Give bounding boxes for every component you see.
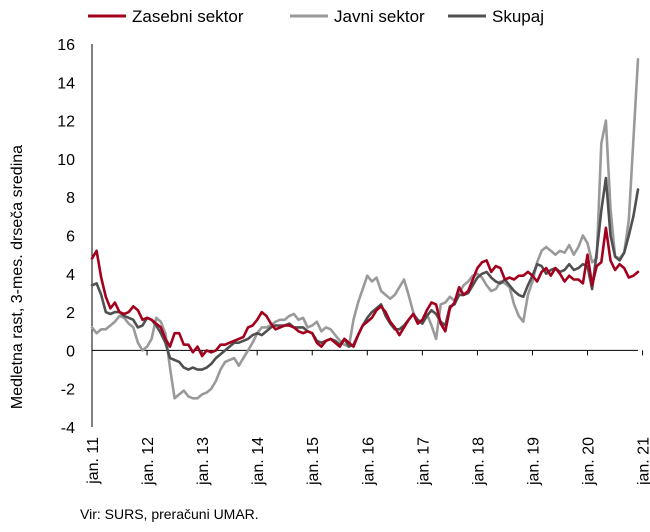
y-tick-label: -4 bbox=[61, 420, 75, 437]
axes bbox=[91, 44, 638, 427]
y-tick-label: 2 bbox=[66, 305, 75, 322]
x-tick-label: jan. 19 bbox=[525, 437, 542, 486]
y-tick-label: 16 bbox=[57, 37, 75, 54]
x-tick-label: jan. 14 bbox=[250, 437, 267, 486]
y-tick-label: 14 bbox=[57, 75, 75, 92]
y-tick-label: 4 bbox=[66, 267, 75, 284]
series-line-0 bbox=[90, 226, 640, 358]
y-axis-ticks: -4 -2 0 2 4 6 8 10 12 14 16 bbox=[57, 37, 75, 437]
x-tick-label: jan. 20 bbox=[581, 437, 598, 486]
y-tick-label: 6 bbox=[66, 229, 75, 246]
x-tick-label: jan. 11 bbox=[85, 437, 102, 485]
y-tick-label: 0 bbox=[66, 343, 75, 360]
series-line-1 bbox=[90, 57, 640, 400]
legend-label: Zasebni sektor bbox=[132, 7, 244, 26]
legend-label: Skupaj bbox=[492, 7, 544, 26]
x-tick-label: jan. 21 bbox=[636, 437, 650, 486]
legend-label: Javni sektor bbox=[334, 7, 425, 26]
x-axis-ticks: jan. 11 jan. 12 jan. 13 jan. 14 jan. 15 jan. … bbox=[85, 350, 650, 486]
y-axis-title: Medletna rast, 3-mes. drseča sredina bbox=[9, 145, 26, 409]
y-tick-label: 10 bbox=[57, 152, 75, 169]
x-tick-label: jan. 12 bbox=[140, 437, 157, 486]
x-tick-label: jan. 18 bbox=[470, 437, 487, 486]
series-line-2 bbox=[90, 176, 640, 371]
y-tick-label: 12 bbox=[57, 114, 75, 131]
y-tick-label: -2 bbox=[61, 382, 75, 399]
x-tick-label: jan. 15 bbox=[305, 437, 322, 486]
x-tick-label: jan. 16 bbox=[360, 437, 377, 486]
series-lines bbox=[90, 57, 640, 400]
source-note: Vir: SURS, preračuni UMAR. bbox=[80, 506, 259, 522]
y-tick-label: 8 bbox=[66, 190, 75, 207]
x-tick-label: jan. 13 bbox=[195, 437, 212, 486]
chart-legend: Zasebni sektor Javni sektor Skupaj bbox=[88, 7, 544, 26]
x-tick-label: jan. 17 bbox=[415, 437, 432, 486]
